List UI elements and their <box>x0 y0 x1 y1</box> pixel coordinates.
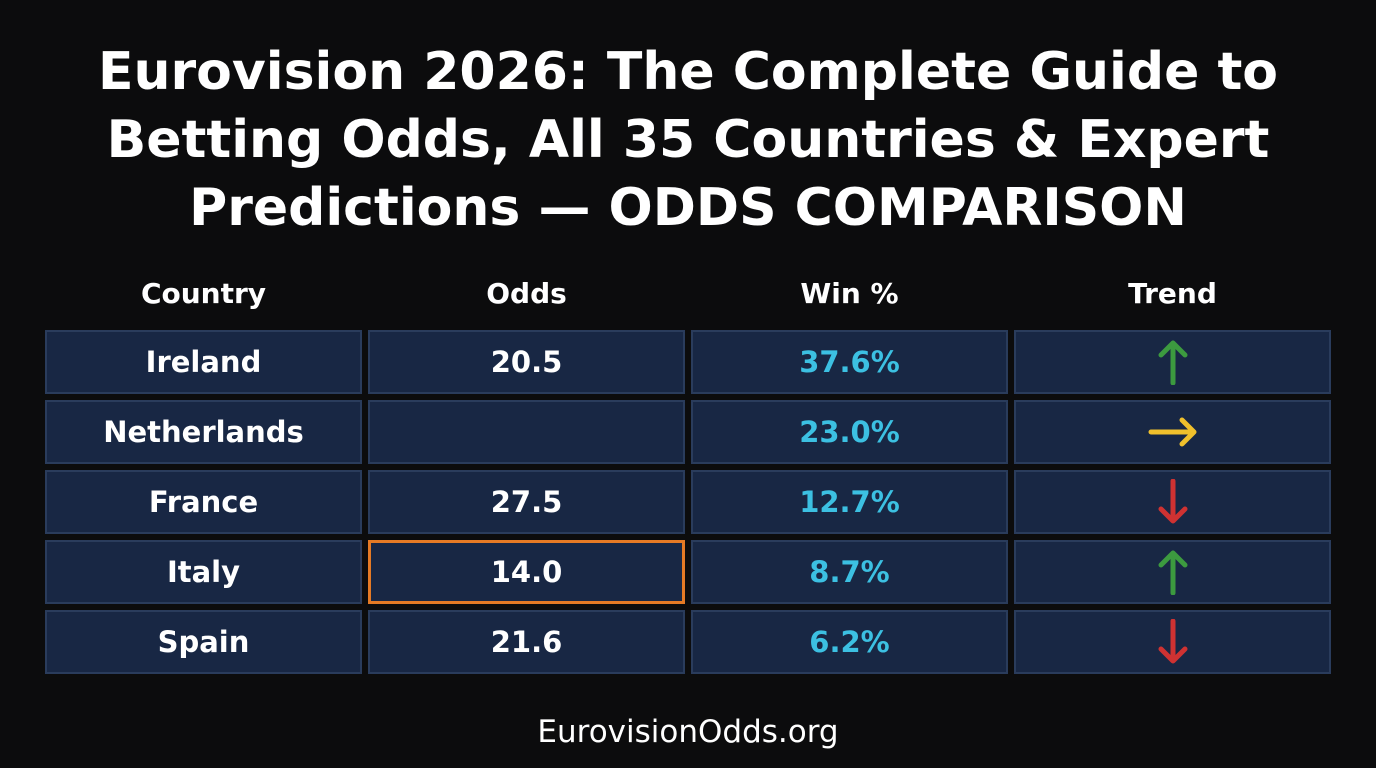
arrow-up <box>1158 340 1187 385</box>
win-cell: 8.7% <box>691 540 1008 604</box>
country-cell: Ireland <box>45 330 362 394</box>
odds-cell: 20.5 <box>368 330 685 394</box>
trend-cell <box>1014 540 1331 604</box>
win-cell: 12.7% <box>691 470 1008 534</box>
country-cell: Spain <box>45 610 362 674</box>
title-line: Eurovision 2026: The Complete Guide to <box>97 42 1279 102</box>
trend-cell <box>1014 470 1331 534</box>
trend-cell <box>1014 330 1331 394</box>
column-header: Win % <box>800 277 899 310</box>
trend-cell <box>1014 400 1331 464</box>
arrow-down <box>1158 479 1187 524</box>
table-header: Country Odds Win % Trend <box>45 272 1331 316</box>
odds-cell <box>368 400 685 464</box>
arrow-down <box>1158 619 1187 664</box>
country-cell: France <box>45 470 362 534</box>
column-header: Odds <box>486 277 567 310</box>
arrow-right <box>1148 417 1196 447</box>
footer: EurovisionOdds.org <box>537 714 839 750</box>
win-cell: 37.6% <box>691 330 1008 394</box>
title: Eurovision 2026: The Complete Guide to B… <box>0 38 1376 242</box>
win-cell: 6.2% <box>691 610 1008 674</box>
title-line: Betting Odds, All 35 Countries & Expert <box>106 110 1270 170</box>
win-cell: 23.0% <box>691 400 1008 464</box>
odds-cell-highlighted: 14.0 <box>368 540 685 604</box>
arrow-up <box>1158 550 1187 595</box>
column-header: Country <box>140 277 267 310</box>
column-header: Trend <box>1128 277 1217 310</box>
trend-cell <box>1014 610 1331 674</box>
country-cell: Italy <box>45 540 362 604</box>
title-line: Predictions — ODDS COMPARISON <box>189 178 1187 238</box>
odds-cell: 27.5 <box>368 470 685 534</box>
country-cell: Netherlands <box>45 400 362 464</box>
odds-table: Ireland 20.5 37.6% Netherlands 23.0% Fra… <box>45 330 1331 674</box>
odds-cell: 21.6 <box>368 610 685 674</box>
